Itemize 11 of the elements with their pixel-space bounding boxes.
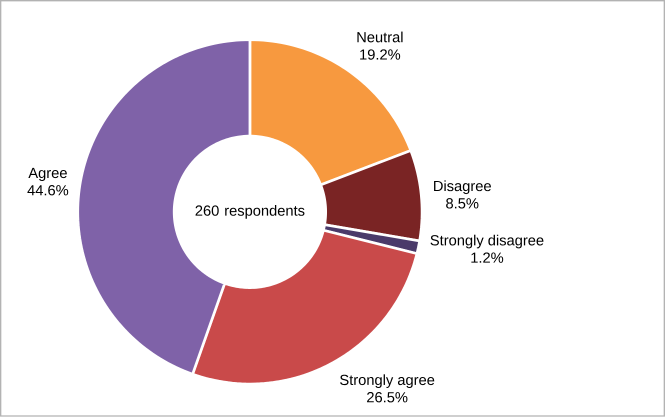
slice-label: Disagree: [434, 180, 491, 194]
data-label: 19.2%: [360, 49, 400, 60]
slice-label: Neutral: [357, 32, 403, 42]
text: 260 respondents: [196, 205, 304, 219]
data-label: 44.6%: [27, 185, 68, 196]
slice-label: Strongly disagree: [430, 234, 544, 248]
data-label: 8.5%: [446, 198, 478, 209]
slice-label: Strongly agree: [340, 374, 434, 388]
slice-label: Agree: [28, 168, 67, 182]
data-label: 1.2%: [471, 252, 504, 263]
data-label: 26.5%: [367, 392, 408, 403]
